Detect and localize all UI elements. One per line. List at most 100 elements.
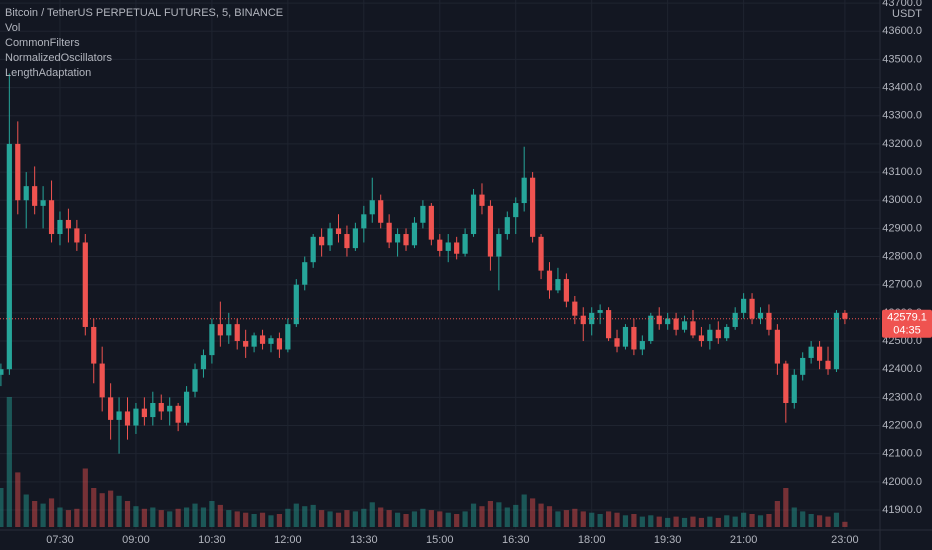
y-tick-label: 43000.0: [882, 194, 922, 206]
volume-bar: [99, 493, 105, 527]
volume-bar: [344, 510, 350, 527]
candle-body: [639, 341, 645, 350]
volume-bar: [487, 501, 494, 527]
volume-bar: [352, 511, 358, 527]
x-tick-label: 21:00: [730, 534, 758, 546]
candle-body: [698, 335, 705, 342]
x-tick-label: 07:30: [46, 534, 74, 546]
candle-body: [842, 312, 848, 319]
volume-bar: [513, 504, 519, 527]
y-tick-label: 43600.0: [882, 25, 922, 37]
candle-body: [65, 219, 72, 229]
volume-bar: [766, 514, 772, 527]
candle-body: [681, 321, 688, 330]
candle-body: [158, 402, 164, 412]
candle-body: [648, 315, 654, 342]
y-tick-label: 42900.0: [882, 222, 922, 234]
volume-bar: [420, 508, 426, 527]
volume-bar: [361, 508, 367, 527]
volume-bar: [656, 516, 662, 527]
candle-body: [15, 143, 21, 201]
candle-body: [57, 219, 63, 235]
y-tick-label: 43400.0: [882, 81, 922, 93]
volume-bar: [622, 515, 629, 527]
candle-body: [200, 355, 207, 370]
volume-bar: [327, 511, 333, 527]
volume-bar: [217, 504, 223, 527]
y-tick-label: 41900.0: [882, 504, 922, 516]
candle-body: [749, 298, 755, 319]
candle-body: [335, 228, 342, 235]
volume-bar: [783, 488, 789, 527]
volume-bar: [530, 498, 536, 527]
y-tick-label: 42400.0: [882, 363, 922, 375]
volume-bar: [285, 508, 291, 527]
volume-bar: [259, 512, 266, 527]
volume-bar: [715, 517, 721, 527]
countdown: 04:35: [893, 325, 921, 337]
candle-body: [394, 234, 401, 243]
candle-body: [378, 200, 384, 223]
volume-bar: [32, 501, 38, 527]
candle-body: [454, 242, 460, 254]
candle-body: [319, 236, 325, 246]
volume-bar: [403, 514, 409, 527]
volume-bar: [175, 508, 181, 527]
y-tick-label: 43300.0: [882, 110, 922, 122]
volume-bar: [808, 514, 814, 527]
candle-body: [597, 310, 603, 313]
volume-bar: [665, 517, 671, 527]
volume-bar: [462, 511, 468, 527]
candle-body: [605, 310, 612, 339]
y-tick-label: 42300.0: [882, 391, 922, 403]
candle-body: [428, 205, 434, 240]
candle-body: [707, 329, 713, 342]
volume-bar: [268, 515, 274, 527]
candle-body: [386, 222, 392, 243]
candle-body: [0, 369, 4, 375]
candle-body: [310, 236, 316, 263]
candle-body: [825, 360, 831, 370]
volume-bar: [521, 494, 527, 527]
y-tick-label: 43700.0: [882, 0, 922, 9]
volume-bar: [673, 516, 679, 527]
volume-bar: [302, 506, 308, 527]
candle-body: [504, 217, 510, 235]
candle-body: [217, 324, 223, 336]
candle-body: [800, 357, 806, 375]
candle-body: [175, 405, 181, 423]
candle-body: [783, 363, 789, 403]
volume-bar: [74, 508, 80, 527]
candle-body: [226, 324, 232, 336]
candle-body: [808, 346, 814, 358]
candle-body: [724, 326, 730, 339]
candle-body: [327, 228, 333, 246]
x-tick-label: 19:30: [654, 534, 682, 546]
candle-body: [91, 326, 97, 364]
volume-bar: [6, 397, 12, 527]
volume-bar: [40, 503, 46, 527]
candle-body: [538, 236, 544, 271]
volume-bar: [724, 515, 730, 527]
candle-body: [479, 194, 485, 206]
volume-bar: [546, 506, 553, 527]
x-tick-label: 13:30: [350, 534, 378, 546]
volume-bar: [825, 516, 831, 527]
candle-body: [268, 338, 274, 344]
x-tick-label: 18:00: [578, 534, 606, 546]
candle-body: [614, 338, 620, 347]
candle-body: [631, 326, 637, 350]
candle-body: [344, 234, 350, 249]
y-tick-label: 42200.0: [882, 419, 922, 431]
volume-bar: [394, 512, 401, 527]
volume-bar: [23, 494, 29, 527]
candle-body: [741, 298, 747, 313]
volume-bar: [741, 512, 747, 527]
volume-bar: [470, 503, 477, 527]
last-price-label: 42579.1: [887, 312, 927, 324]
indicator: Vol: [5, 22, 20, 34]
candle-body: [833, 312, 840, 370]
volume-bar: [158, 510, 164, 527]
volume-bar: [614, 512, 620, 527]
